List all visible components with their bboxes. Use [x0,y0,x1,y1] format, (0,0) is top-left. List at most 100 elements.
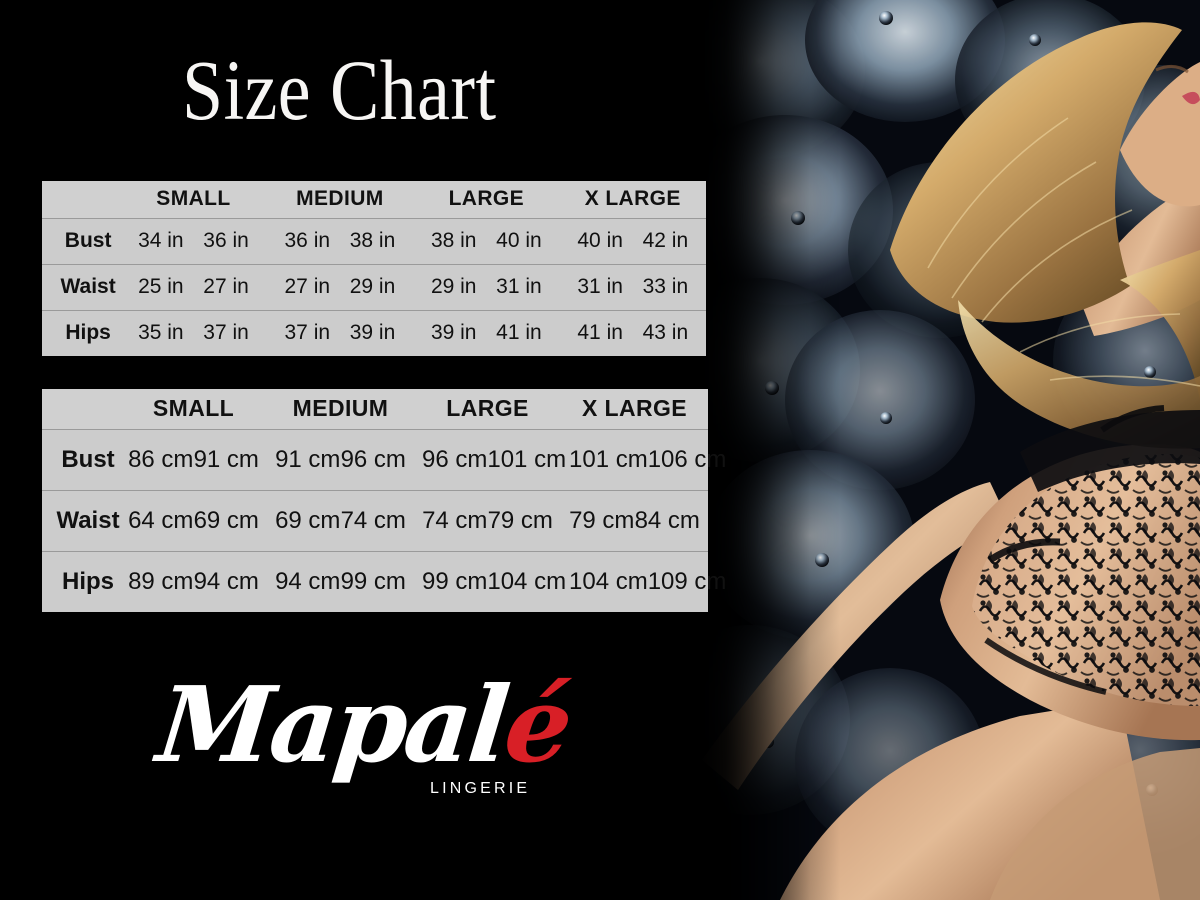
row-label-bust: Bust [42,429,120,490]
measure-max: 91 cm [193,445,259,473]
measure-max: 29 in [349,275,396,298]
measure-min: 36 in [284,229,331,252]
measure-min: 94 cm [275,567,341,595]
measure-max: 94 cm [193,567,259,595]
model-photo [690,0,1200,900]
model-lips [1182,91,1200,105]
row-label-hips: Hips [42,551,120,612]
measurement-cell: 34 in 36 in [120,218,267,264]
table-row: Waist 25 in 27 in 27 in 29 in 29 in [42,264,706,310]
measure-min: 29 in [430,275,477,298]
column-header-xlarge: X LARGE [561,389,708,430]
measure-min: 89 cm [128,567,194,595]
size-table-centimeters: SMALL MEDIUM LARGE X LARGE Bust 86 cm 91… [42,389,726,612]
table-row: Bust 34 in 36 in 36 in 38 in 38 in [42,218,706,264]
column-header-medium: MEDIUM [266,181,414,219]
column-header-large: LARGE [413,181,560,219]
measure-min: 104 cm [569,567,648,595]
measure-max: 43 in [642,321,689,345]
measurement-cell: 36 in 38 in [266,218,414,264]
table-row: Hips 89 cm 94 cm 94 cm 99 cm 99 cm [42,551,726,612]
measure-max: 79 cm [487,506,553,534]
measurement-cell: 39 in 41 in [413,310,560,356]
row-label-waist: Waist [42,264,121,310]
model-lace-bustline [1020,410,1200,492]
measurement-cell: 37 in 39 in [266,310,414,356]
measurement-cell: 64 cm 69 cm [120,490,267,551]
measure-max: 69 cm [193,506,259,534]
measurement-cell: 101 cm 106 cm [561,429,726,490]
measure-min: 79 cm [569,506,635,534]
measure-min: 101 cm [569,445,648,473]
measurement-cell: 25 in 27 in [120,264,267,310]
measure-min: 74 cm [422,506,488,534]
column-header-xlarge: X LARGE [559,181,706,219]
row-label-hips: Hips [42,310,121,356]
measure-max: 96 cm [340,445,406,473]
model-lace-bodysuit [972,454,1200,706]
table-header-row: SMALL MEDIUM LARGE X LARGE [42,181,706,219]
measure-min: 25 in [138,275,184,298]
measure-min: 27 in [284,275,331,298]
row-label-waist: Waist [42,490,120,551]
measurement-cell: 29 in 31 in [413,264,560,310]
measure-min: 91 cm [275,445,341,473]
table-row: Bust 86 cm 91 cm 91 cm 96 cm 96 cm [42,429,726,490]
model-photo-illustration [690,0,1200,900]
model-head [1120,62,1200,207]
measure-max: 31 in [496,275,542,298]
measurement-cell: 96 cm 101 cm [414,429,566,490]
measure-min: 40 in [577,229,623,252]
measurement-cell: 74 cm 79 cm [414,490,561,551]
measure-min: 38 in [430,229,477,252]
measurement-cell: 40 in 42 in [559,218,706,264]
measurement-cell: 89 cm 94 cm [120,551,267,612]
brand-name-accent: é [499,663,576,786]
column-header-medium: MEDIUM [267,389,414,430]
measure-max: 27 in [203,275,249,298]
measurement-cell: 86 cm 91 cm [120,429,267,490]
measure-min: 41 in [577,321,623,345]
measure-min: 39 in [430,321,477,345]
measurement-cell: 27 in 29 in [266,264,414,310]
table-header-row: SMALL MEDIUM LARGE X LARGE [42,389,708,430]
measure-min: 99 cm [422,567,488,595]
table-row: Hips 35 in 37 in 37 in 39 in 39 in [42,310,706,356]
measure-min: 69 cm [275,506,341,534]
measurement-cell: 94 cm 99 cm [267,551,414,612]
measurement-cell: 79 cm 84 cm [561,490,708,551]
brand-logo: Mapalé LINGERIE [152,662,582,822]
brand-name-main: Mapal [152,663,513,786]
measure-max: 33 in [642,275,689,298]
measurement-cell: 99 cm 104 cm [414,551,566,612]
measure-max: 104 cm [487,567,567,595]
measure-max: 74 cm [340,506,406,534]
column-header-small: SMALL [120,181,267,219]
measurement-cell: 104 cm 109 cm [561,551,726,612]
measure-max: 39 in [349,321,396,345]
measure-max: 99 cm [340,567,406,595]
size-table-inches: SMALL MEDIUM LARGE X LARGE Bust 34 in 36… [42,181,706,356]
measurement-cell: 31 in 33 in [559,264,706,310]
measure-min: 64 cm [128,506,194,534]
column-header-small: SMALL [120,389,267,430]
measure-max: 101 cm [487,445,567,473]
measurement-cell: 69 cm 74 cm [267,490,414,551]
measurement-cell: 41 in 43 in [559,310,706,356]
table-row: Waist 64 cm 69 cm 69 cm 74 cm 74 cm [42,490,708,551]
page-title: Size Chart [182,42,497,138]
measure-max: 37 in [203,321,249,345]
measurement-cell: 91 cm 96 cm [267,429,414,490]
measure-min: 96 cm [422,445,488,473]
measure-max: 38 in [349,229,396,252]
brand-subtitle: LINGERIE [430,780,531,797]
model-eye [1155,65,1189,74]
measure-min: 35 in [138,321,184,345]
measure-min: 86 cm [128,445,194,473]
table-corner-cell [42,181,121,219]
column-header-large: LARGE [414,389,561,430]
measure-max: 42 in [642,229,689,252]
measurement-cell: 35 in 37 in [120,310,267,356]
measure-max: 36 in [203,229,249,252]
